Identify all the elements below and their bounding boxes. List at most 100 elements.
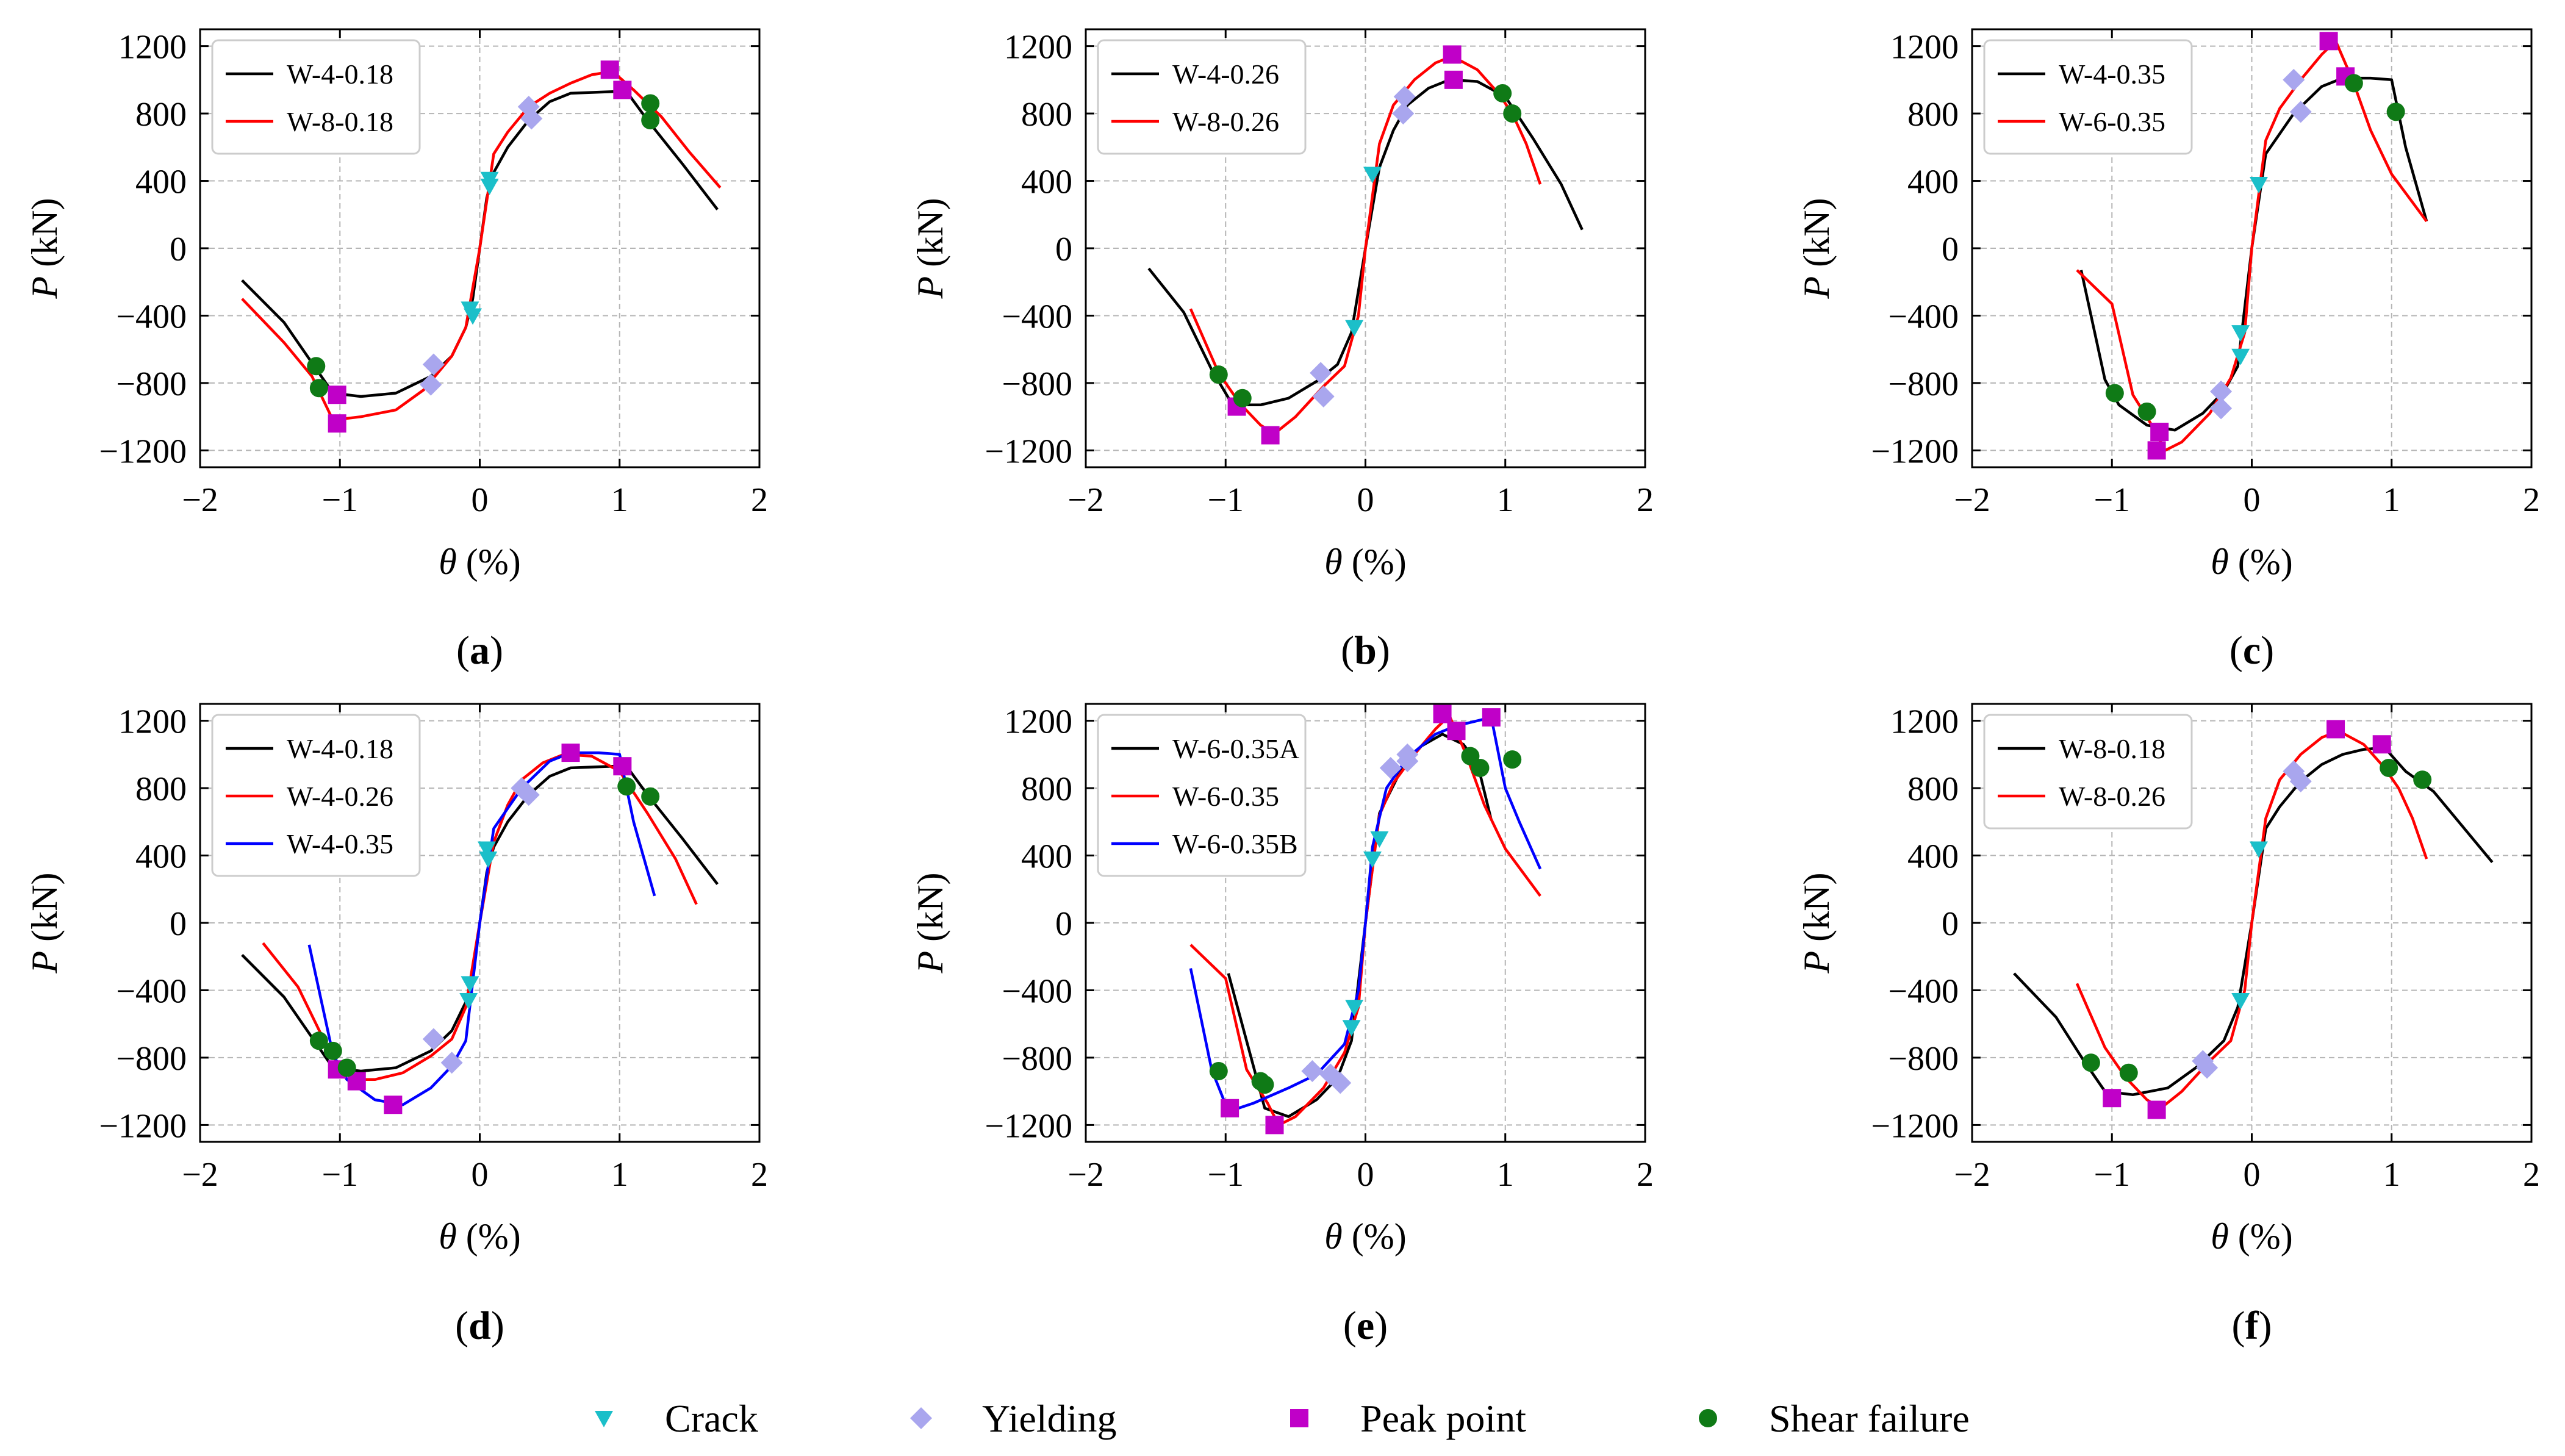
chart-panel-3: −2 −1 0 1 2 −1200 −800 −400 0 400 800 1200 θ (%) P (k… <box>1796 28 2540 673</box>
peak-marker <box>1443 45 1462 64</box>
panel-paren-open: ( <box>1343 1304 1357 1348</box>
x-axis-title: θ (%) <box>1324 1216 1406 1257</box>
plot-area <box>1189 705 1542 1135</box>
x-axis-title: θ (%) <box>2211 1216 2292 1257</box>
shear-marker <box>309 379 328 398</box>
chart-panel-4: −2 −1 0 1 2 −1200 −800 −400 0 400 800 1200 θ (%) P (k… <box>24 703 768 1348</box>
legend-entry: W-4-0.18 <box>287 59 393 90</box>
y-tick-label: 800 <box>1907 770 1959 808</box>
yield-marker <box>1396 743 1419 766</box>
crack-marker <box>1363 167 1382 184</box>
x-tick-label: −2 <box>182 1156 218 1194</box>
plot-area <box>241 60 722 433</box>
x-tick-label: −1 <box>321 1156 358 1194</box>
x-tick-label: 2 <box>751 481 768 519</box>
shear-marker <box>307 357 326 376</box>
panel-paren-open: ( <box>456 628 470 673</box>
shear-marker <box>1233 389 1252 407</box>
crack-marker <box>1345 320 1364 337</box>
shear-marker <box>2344 74 2363 93</box>
yield-marker <box>517 784 540 806</box>
x-axis-title: θ (%) <box>439 1216 520 1257</box>
yield-legend-marker <box>910 1407 932 1429</box>
crack-marker <box>1342 1020 1361 1037</box>
legend-entry: W-8-0.18 <box>287 106 393 137</box>
marker-legend: Crack Yielding Peak point Shear failure <box>595 1397 1970 1440</box>
y-tick-label: 800 <box>1021 96 1072 134</box>
panel-label: (d) <box>455 1304 504 1348</box>
x-tick-label: 1 <box>611 481 628 519</box>
y-tick-label: −1200 <box>99 1107 187 1145</box>
peak-marker <box>2103 1089 2122 1108</box>
peak-marker <box>1265 1116 1284 1135</box>
y-axis-title: P (kN) <box>910 873 950 974</box>
y-axis-unit: (kN) <box>24 198 65 267</box>
x-tick-label: 1 <box>2383 481 2400 519</box>
y-tick-label: 800 <box>135 96 187 134</box>
y-tick-label: 400 <box>1907 163 1959 201</box>
x-tick-label: 0 <box>1357 481 1374 519</box>
legend-box <box>211 39 421 155</box>
y-tick-label: −400 <box>1002 972 1072 1010</box>
crack-marker <box>2231 325 2250 342</box>
chart-panel-5: −2 −1 0 1 2 −1200 −800 −400 0 400 800 1200 θ (%) P (k… <box>910 703 1654 1348</box>
x-axis-spacer <box>457 542 466 582</box>
shear-marker <box>1209 1062 1228 1081</box>
chart-panel-2: −2 −1 0 1 2 −1200 −800 −400 0 400 800 1200 θ (%) P (k… <box>910 28 1654 673</box>
x-tick-label: −1 <box>1207 481 1244 519</box>
chart-panel-1: −2 −1 0 1 2 −1200 −800 −400 0 400 800 1200 θ (%) P (k… <box>24 28 768 673</box>
panel-label: (c) <box>2230 628 2274 673</box>
shear-legend-marker <box>1699 1409 1717 1427</box>
peak-marker <box>2147 1100 2166 1119</box>
legend-entry: W-6-0.35B <box>1172 828 1298 859</box>
y-tick-label: 400 <box>1021 163 1072 201</box>
yield-marker <box>1310 362 1332 384</box>
x-axis-symbol: θ <box>2211 1216 2228 1257</box>
peak-marker <box>613 81 632 99</box>
x-tick-label: 1 <box>1497 1156 1514 1194</box>
legend-box <box>1983 39 2193 155</box>
y-axis-unit: (kN) <box>24 873 65 942</box>
panel-paren-open: ( <box>455 1304 468 1348</box>
peak-legend-label: Peak point <box>1360 1397 1526 1440</box>
peak-marker <box>2372 735 2391 754</box>
peak-marker <box>2150 423 2169 442</box>
y-tick-label: −400 <box>116 972 187 1010</box>
panel-paren-close: ) <box>2261 628 2274 673</box>
legend-box <box>1097 714 1307 877</box>
legend: W-6-0.35A W-6-0.35 W-6-0.35B <box>1097 714 1307 877</box>
panel-letter: b <box>1354 628 1377 673</box>
panel-label: (a) <box>456 628 503 673</box>
shear-marker <box>1503 104 1522 123</box>
crack-legend-label: Crack <box>665 1397 758 1440</box>
shear-marker <box>1503 750 1522 769</box>
x-tick-label: 0 <box>472 481 489 519</box>
legend-box <box>1983 714 2193 830</box>
yield-marker <box>422 1028 445 1050</box>
y-tick-label: 1200 <box>1004 29 1072 66</box>
crack-marker <box>479 852 498 869</box>
crack-marker <box>2231 348 2250 365</box>
x-tick-label: −2 <box>1067 481 1104 519</box>
peak-marker <box>1433 705 1452 723</box>
x-tick-label: −2 <box>182 481 218 519</box>
peak-marker <box>1444 70 1463 89</box>
y-tick-label: 1200 <box>118 703 187 741</box>
x-tick-label: 0 <box>2244 481 2261 519</box>
legend-entry: W-4-0.26 <box>1172 59 1279 90</box>
shear-marker <box>1255 1075 1274 1094</box>
shear-marker <box>1209 365 1228 384</box>
y-axis-symbol: P <box>24 951 65 974</box>
y-tick-label: −400 <box>116 298 187 335</box>
x-tick-label: 0 <box>2244 1156 2261 1194</box>
x-tick-label: 2 <box>2523 481 2540 519</box>
y-tick-label: −400 <box>1888 972 1959 1010</box>
shear-legend-label: Shear failure <box>1769 1397 1970 1440</box>
peak-marker <box>561 744 580 762</box>
shear-marker <box>2413 770 2432 789</box>
y-tick-label: 1200 <box>118 29 187 66</box>
chart-panel-6: −2 −1 0 1 2 −1200 −800 −400 0 400 800 1200 θ (%) P (k… <box>1796 703 2540 1348</box>
yield-marker <box>1392 102 1415 125</box>
y-axis-symbol: P <box>24 276 65 299</box>
panel-paren-close: ) <box>2258 1304 2272 1348</box>
